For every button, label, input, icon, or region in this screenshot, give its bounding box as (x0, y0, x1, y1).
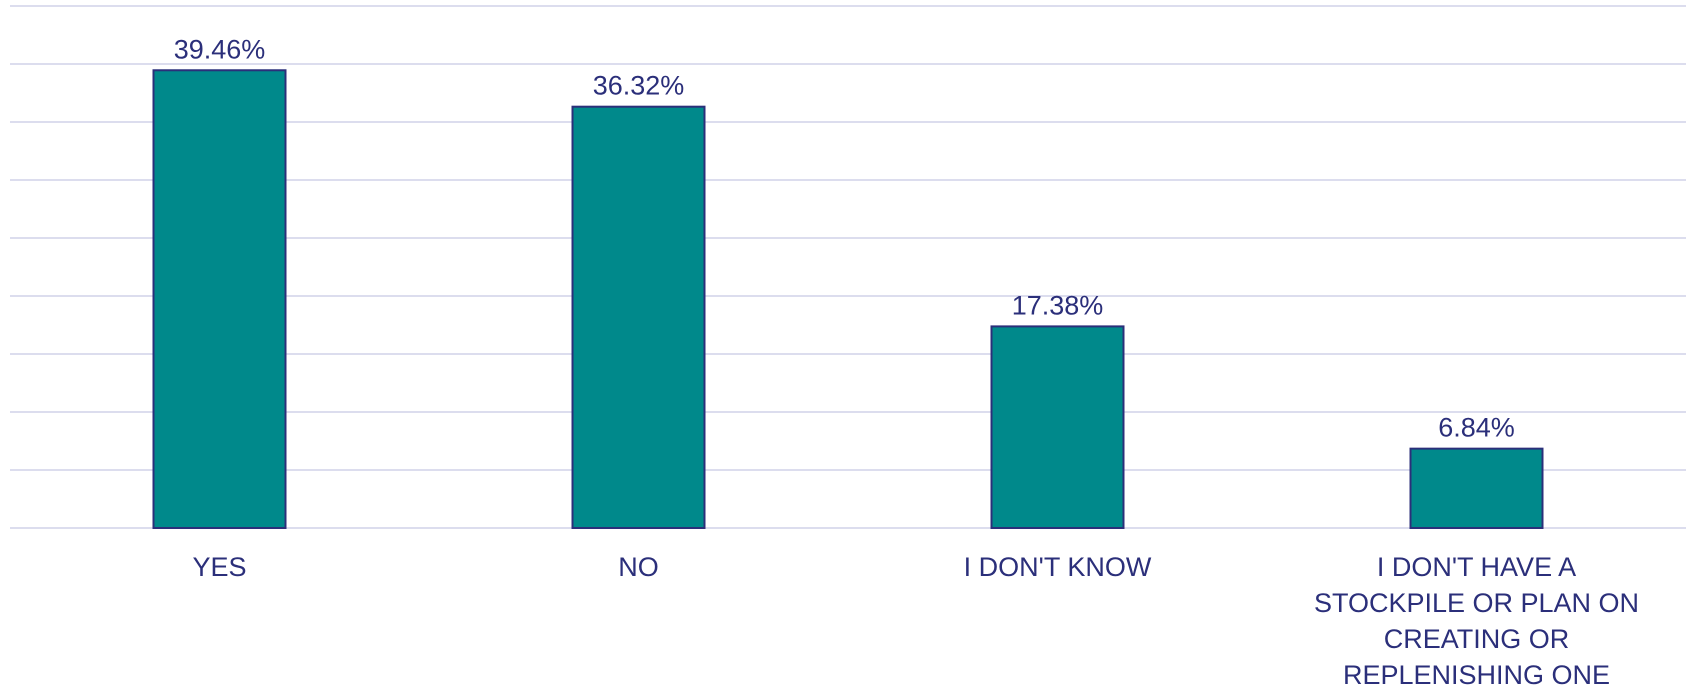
data-label: 17.38% (1012, 290, 1104, 320)
gridlines (10, 5, 1686, 529)
bar (990, 325, 1125, 529)
category-label-line: I DON'T HAVE A (1377, 552, 1576, 582)
category-label-line: NO (618, 552, 659, 582)
data-label: 6.84% (1438, 413, 1515, 443)
category-label-line: STOCKPILE OR PLAN ON (1314, 588, 1639, 618)
category-label-line: YES (192, 552, 246, 582)
value-labels: 39.46% 36.32% 17.38% 6.84% (174, 34, 1515, 442)
category-label-line: REPLENISHING ONE (1343, 660, 1610, 690)
category-label: NO (618, 552, 659, 582)
category-label: YES (192, 552, 246, 582)
bars (152, 69, 1544, 530)
category-label-line: I DON'T KNOW (964, 552, 1152, 582)
bar (1409, 447, 1544, 530)
category-labels: YES NO I DON'T KNOW I DON'T HAVE A STOCKPILE… (192, 552, 1639, 690)
category-label-line: CREATING OR (1384, 624, 1570, 654)
bar (152, 69, 287, 529)
data-label: 39.46% (174, 34, 266, 64)
category-label: I DON'T KNOW (964, 552, 1152, 582)
category-label: I DON'T HAVE A STOCKPILE OR PLAN ON CREATI… (1314, 552, 1639, 690)
bar (571, 105, 706, 530)
data-label: 36.32% (593, 71, 685, 101)
